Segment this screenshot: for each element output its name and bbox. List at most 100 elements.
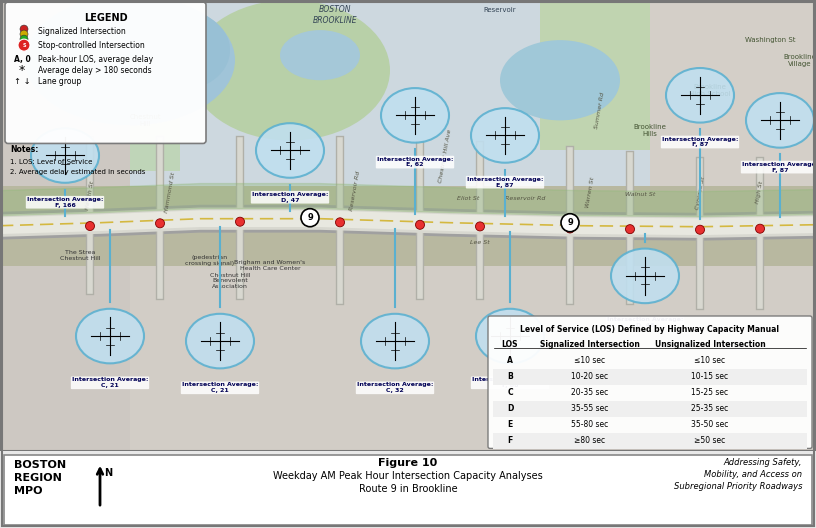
Bar	[493, 401, 807, 417]
Text: D: D	[507, 404, 513, 413]
Text: F: F	[508, 436, 512, 446]
Text: MPO: MPO	[14, 486, 42, 496]
Circle shape	[86, 222, 95, 231]
Text: Intersection Average:
F, 166: Intersection Average: F, 166	[27, 197, 104, 208]
Text: Addressing Safety,: Addressing Safety,	[724, 458, 802, 467]
Text: The Strea
Chestnut Hill: The Strea Chestnut Hill	[60, 250, 100, 261]
FancyBboxPatch shape	[0, 0, 180, 171]
Ellipse shape	[186, 314, 254, 369]
Text: ≥80 sec: ≥80 sec	[574, 436, 605, 446]
Ellipse shape	[76, 309, 144, 363]
Circle shape	[756, 224, 765, 233]
Text: Health St: Health St	[85, 181, 95, 211]
Text: ≤10 sec: ≤10 sec	[694, 356, 725, 365]
Bar	[493, 433, 807, 449]
Text: Lee St: Lee St	[470, 240, 490, 246]
Text: Chestnut Hill Ave: Chestnut Hill Ave	[438, 128, 452, 183]
Text: High St: High St	[756, 181, 765, 204]
Circle shape	[561, 214, 579, 232]
Circle shape	[415, 220, 424, 229]
Text: 55-80 sec: 55-80 sec	[571, 420, 609, 429]
Text: 10-15 sec: 10-15 sec	[691, 372, 729, 381]
Bar	[0, 251, 816, 451]
FancyBboxPatch shape	[5, 2, 206, 144]
Text: 15-25 sec: 15-25 sec	[691, 388, 729, 397]
Text: S: S	[22, 43, 26, 48]
Ellipse shape	[666, 68, 734, 122]
Text: Brookline
High School: Brookline High School	[690, 84, 731, 97]
Text: Warren St: Warren St	[585, 177, 595, 209]
Text: Average delay > 180 seconds: Average delay > 180 seconds	[38, 65, 152, 75]
Ellipse shape	[280, 30, 360, 80]
Text: Intersection Average:
F, 88: Intersection Average: F, 88	[472, 378, 548, 388]
Text: E: E	[508, 420, 512, 429]
Text: 10-20 sec: 10-20 sec	[571, 372, 609, 381]
Text: 2. Average delay estimated in seconds: 2. Average delay estimated in seconds	[10, 168, 145, 175]
Text: C: C	[508, 388, 512, 397]
Ellipse shape	[130, 10, 230, 90]
Circle shape	[236, 217, 245, 226]
Text: Intersection Average:
F, 87: Intersection Average: F, 87	[662, 137, 738, 147]
Text: Intersection Average:
C, 21: Intersection Average: C, 21	[72, 378, 149, 388]
Text: Subregional Priority Roadways: Subregional Priority Roadways	[673, 482, 802, 491]
Text: 9: 9	[307, 213, 313, 222]
Text: Signalized Intersection: Signalized Intersection	[38, 26, 126, 35]
Text: Stop-controlled Intersection: Stop-controlled Intersection	[38, 41, 144, 50]
Text: BOSTON
BROOKLINE: BOSTON BROOKLINE	[313, 5, 357, 25]
Text: Reservoir Rd: Reservoir Rd	[349, 171, 361, 211]
Circle shape	[476, 222, 485, 231]
Circle shape	[18, 39, 30, 51]
Text: Signalized Intersection: Signalized Intersection	[540, 340, 640, 349]
Ellipse shape	[746, 93, 814, 148]
Text: Mobility, and Access on: Mobility, and Access on	[704, 470, 802, 479]
Text: Hammond St: Hammond St	[164, 172, 176, 213]
Text: Intersection Average:
E, 87: Intersection Average: E, 87	[467, 177, 543, 187]
Text: Route 9 in Brookline: Route 9 in Brookline	[359, 484, 457, 494]
Text: Reservoir: Reservoir	[484, 7, 517, 13]
Circle shape	[20, 25, 28, 33]
Text: 25-35 sec: 25-35 sec	[691, 404, 729, 413]
Text: Brookline
Village: Brookline Village	[783, 54, 816, 67]
Bar	[650, 0, 816, 451]
Circle shape	[565, 224, 574, 233]
Ellipse shape	[361, 314, 429, 369]
Text: Eliot St: Eliot St	[457, 196, 479, 201]
Circle shape	[20, 35, 28, 43]
FancyBboxPatch shape	[488, 316, 812, 448]
Text: N: N	[104, 468, 112, 478]
Circle shape	[301, 209, 319, 227]
Bar	[0, 185, 816, 266]
Text: Lane group: Lane group	[38, 77, 82, 86]
Circle shape	[695, 225, 704, 234]
Ellipse shape	[611, 249, 679, 303]
Text: Brigham and Women's
Health Care Center: Brigham and Women's Health Care Center	[234, 260, 306, 271]
Text: Level of Service (LOS) Defined by Highway Capacity Manual: Level of Service (LOS) Defined by Highwa…	[521, 325, 779, 334]
Ellipse shape	[476, 309, 544, 363]
Text: Summer Rd: Summer Rd	[594, 92, 605, 129]
Text: 35-50 sec: 35-50 sec	[691, 420, 729, 429]
Text: A, 0: A, 0	[14, 55, 30, 64]
Text: LOS: LOS	[502, 340, 518, 349]
Text: Brookline
Hills: Brookline Hills	[633, 124, 667, 137]
Text: Intersection Average:
E, 62: Intersection Average: E, 62	[377, 157, 453, 167]
Text: Unsignalized Intersection: Unsignalized Intersection	[654, 340, 765, 349]
Text: Figure 10: Figure 10	[379, 458, 437, 468]
Text: Peak-hour LOS, average delay: Peak-hour LOS, average delay	[38, 55, 153, 64]
Bar	[540, 0, 740, 150]
Circle shape	[20, 30, 28, 38]
Text: REGION: REGION	[14, 473, 62, 483]
Ellipse shape	[256, 123, 324, 178]
Circle shape	[626, 224, 635, 234]
Text: LEGEND: LEGEND	[84, 13, 127, 23]
Bar	[493, 369, 807, 385]
Circle shape	[156, 219, 165, 228]
Text: 1. LOS: Level of Service: 1. LOS: Level of Service	[10, 158, 92, 165]
Text: Intersection Average:
F, 87: Intersection Average: F, 87	[742, 162, 816, 173]
Text: Intersection Average:
C, 21: Intersection Average: C, 21	[182, 382, 258, 393]
Text: B: B	[507, 372, 513, 381]
Text: Intersection Average:
C, 32: Intersection Average: C, 32	[357, 382, 433, 393]
Ellipse shape	[500, 40, 620, 120]
Text: ≤10 sec: ≤10 sec	[574, 356, 605, 365]
Text: Walnut St: Walnut St	[625, 192, 655, 197]
Text: A: A	[507, 356, 513, 365]
